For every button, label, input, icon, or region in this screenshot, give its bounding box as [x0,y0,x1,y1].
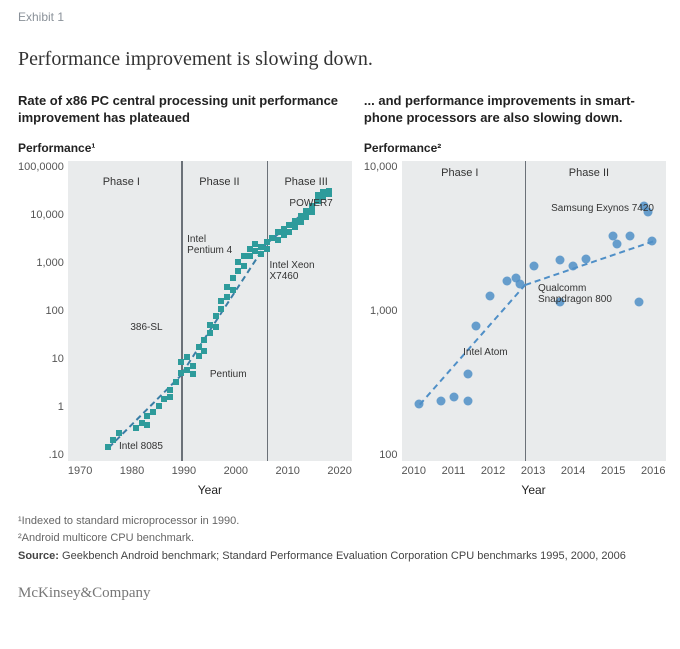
left-y-ticks: 100,000010,0001,000100101.10 [18,161,68,461]
footnotes: ¹Indexed to standard microprocessor in 1… [18,513,662,565]
phase-divider [181,161,183,461]
left-subtitle: Rate of x86 PC central processing unit p… [18,93,352,127]
main-title: Performance improvement is slowing down. [18,48,662,71]
data-point [648,236,657,245]
phase-label: Phase II [569,167,609,179]
data-point [105,444,111,450]
data-point [415,400,424,409]
chart-annotation: 386-SL [130,322,162,333]
phase-label: Phase II [199,176,239,188]
data-point [241,263,247,269]
left-x-label: Year [68,483,352,497]
data-point [472,322,481,331]
chart-annotation: Intel Xeon X7460 [270,260,315,282]
data-point [309,209,315,215]
data-point [156,403,162,409]
footnote-2: ²Android multicore CPU benchmark. [18,530,662,547]
data-point [582,254,591,263]
data-point [144,422,150,428]
data-point [116,430,122,436]
data-point [224,294,230,300]
trend-line [419,284,526,405]
chart-left: Rate of x86 PC central processing unit p… [18,93,352,497]
data-point [213,313,219,319]
right-x-label: Year [402,483,666,497]
data-point [167,387,173,393]
chart-annotation: POWER7 [289,198,332,209]
data-point [190,371,196,377]
phase-divider [267,161,269,461]
footnote-1: ¹Indexed to standard microprocessor in 1… [18,513,662,530]
left-y-title: Performance¹ [18,141,352,155]
data-point [218,306,224,312]
right-y-title: Performance² [364,141,666,155]
data-point [110,437,116,443]
data-point [635,298,644,307]
data-point [437,397,446,406]
data-point [264,246,270,252]
chart-right: ... and performance improvements in smar… [364,93,666,497]
data-point [150,409,156,415]
data-point [463,397,472,406]
data-point [516,280,525,289]
data-point [450,392,459,401]
right-subtitle: ... and performance improvements in smar… [364,93,666,127]
data-point [326,191,332,197]
phase-label: Phase III [284,176,327,188]
left-x-ticks: 197019801990200020102020 [68,465,352,477]
data-point [613,239,622,248]
data-point [190,363,196,369]
trend-line [525,241,653,286]
data-point [230,287,236,293]
data-point [626,232,635,241]
chart-annotation: Qualcomm Snapdragon 800 [538,283,612,305]
data-point [201,348,207,354]
source-text: Geekbench Android benchmark; Standard Pe… [62,550,626,562]
trend-line [108,373,183,448]
company-name: McKinsey&Company [18,585,662,602]
data-point [230,275,236,281]
data-point [286,229,292,235]
left-plot-area: Phase I Phase II Phase III POWER7 Intel Pent… [68,161,352,461]
data-point [485,292,494,301]
right-plot-area: Phase I Phase II Samsung Exynos 7420 Qualco… [402,161,666,461]
chart-annotation: Intel Pentium 4 [187,234,232,256]
chart-annotation: Samsung Exynos 7420 [551,203,654,214]
data-point [207,330,213,336]
phase-label: Phase I [441,167,478,179]
chart-annotation: Intel Atom [463,347,507,358]
chart-annotation: Pentium [210,369,247,380]
data-point [503,277,512,286]
data-point [167,394,173,400]
phase-label: Phase I [103,176,140,188]
exhibit-label: Exhibit 1 [18,10,662,24]
chart-annotation: Intel 8085 [119,441,163,452]
data-point [201,337,207,343]
data-point [173,379,179,385]
data-point [569,262,578,271]
right-x-ticks: 2010201120122013201420152016 [402,465,666,477]
source-line: Source: Geekbench Android benchmark; Sta… [18,548,662,565]
data-point [184,354,190,360]
trend-line [181,242,268,374]
data-point [529,262,538,271]
data-point [213,324,219,330]
data-point [463,370,472,379]
charts-row: Rate of x86 PC central processing unit p… [18,93,662,497]
phase-divider [525,161,527,461]
source-label: Source: [18,550,59,562]
data-point [555,256,564,265]
right-y-ticks: 10,0001,000100 [364,161,402,461]
